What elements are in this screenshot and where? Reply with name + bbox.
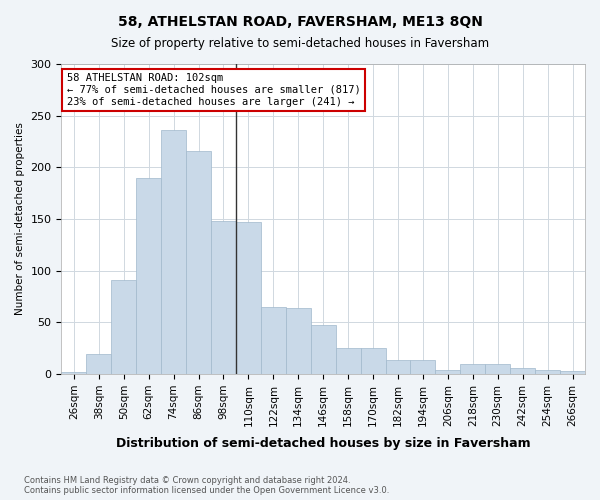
Bar xyxy=(286,308,311,374)
Bar xyxy=(386,360,410,374)
Bar xyxy=(535,370,560,374)
Bar xyxy=(485,364,510,374)
Bar xyxy=(460,364,485,374)
Bar xyxy=(436,370,460,374)
Text: Size of property relative to semi-detached houses in Faversham: Size of property relative to semi-detach… xyxy=(111,38,489,51)
Bar xyxy=(211,221,236,374)
Bar xyxy=(560,371,585,374)
Bar xyxy=(61,372,86,374)
Bar xyxy=(311,326,335,374)
Bar xyxy=(261,307,286,374)
Bar xyxy=(510,368,535,374)
Bar xyxy=(161,130,186,374)
Bar xyxy=(335,348,361,374)
Y-axis label: Number of semi-detached properties: Number of semi-detached properties xyxy=(15,122,25,316)
Bar xyxy=(186,151,211,374)
Bar xyxy=(410,360,436,374)
Bar xyxy=(236,222,261,374)
Bar xyxy=(136,178,161,374)
X-axis label: Distribution of semi-detached houses by size in Faversham: Distribution of semi-detached houses by … xyxy=(116,437,530,450)
Text: 58, ATHELSTAN ROAD, FAVERSHAM, ME13 8QN: 58, ATHELSTAN ROAD, FAVERSHAM, ME13 8QN xyxy=(118,15,482,29)
Text: Contains HM Land Registry data © Crown copyright and database right 2024.
Contai: Contains HM Land Registry data © Crown c… xyxy=(24,476,389,495)
Bar xyxy=(111,280,136,374)
Bar xyxy=(361,348,386,374)
Bar xyxy=(86,354,111,374)
Text: 58 ATHELSTAN ROAD: 102sqm
← 77% of semi-detached houses are smaller (817)
23% of: 58 ATHELSTAN ROAD: 102sqm ← 77% of semi-… xyxy=(67,74,361,106)
